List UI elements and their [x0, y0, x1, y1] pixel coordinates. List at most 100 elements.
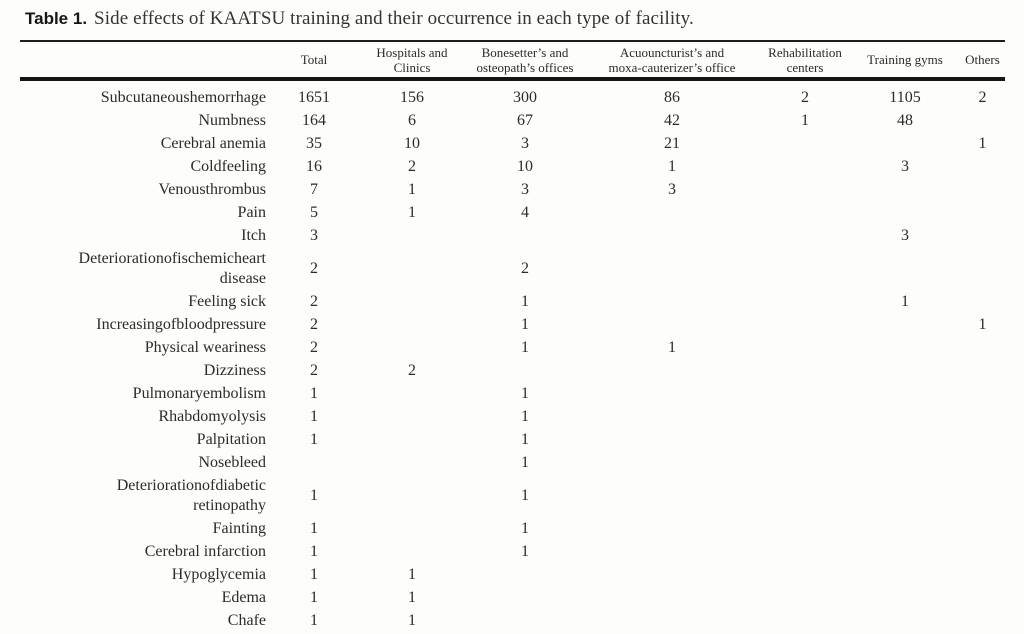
table-row: Pulmonaryembolism 1 1 — [20, 382, 1005, 405]
cell-bonesetter-osteopath: 300 — [513, 88, 537, 106]
cell-hospitals-clinics — [358, 428, 466, 451]
row-label: Feeling sick — [188, 292, 266, 310]
cell-others — [960, 517, 1005, 540]
cell-total: 1 — [310, 588, 318, 606]
row-label: Itch — [241, 226, 266, 244]
table-row: Itch 3 3 — [20, 224, 1005, 247]
cell-acupuncturist-moxa: 86 — [664, 88, 680, 106]
cell-total: 2 — [310, 361, 318, 379]
row-label: Cerebral anemia — [160, 134, 266, 152]
cell-acupuncturist-moxa: 42 — [664, 111, 680, 129]
table-row: Coldfeeling 16 2 10 1 3 — [20, 155, 1005, 178]
cell-acupuncturist-moxa — [584, 247, 760, 290]
cell-acupuncturist-moxa — [584, 382, 760, 405]
cell-acupuncturist-moxa — [584, 563, 760, 586]
row-label: Nosebleed — [198, 453, 266, 471]
row-label: Hypoglycemia — [171, 565, 266, 583]
cell-bonesetter-osteopath: 1 — [521, 384, 529, 402]
cell-acupuncturist-moxa — [584, 540, 760, 563]
row-label: Increasingofbloodpressure — [96, 315, 266, 333]
table-row: Feeling sick 2 1 1 — [20, 290, 1005, 313]
cell-others — [960, 474, 1005, 517]
cell-training-gyms: 1105 — [889, 88, 921, 106]
cell-others: 1 — [978, 134, 987, 152]
cell-hospitals-clinics: 1 — [408, 565, 416, 583]
cell-training-gyms — [850, 336, 960, 359]
cell-total: 5 — [310, 203, 318, 221]
cell-bonesetter-osteopath: 10 — [517, 157, 533, 175]
cell-total: 164 — [302, 111, 326, 129]
cell-acupuncturist-moxa — [584, 359, 760, 382]
cell-bonesetter-osteopath: 1 — [521, 486, 529, 504]
cell-acupuncturist-moxa: 21 — [664, 134, 680, 152]
column-header-training-gyms: Training gyms — [867, 52, 943, 67]
cell-total: 1 — [310, 542, 318, 560]
table-row: Fainting 1 1 — [20, 517, 1005, 540]
cell-bonesetter-osteopath: 4 — [521, 203, 529, 221]
cell-hospitals-clinics — [358, 451, 466, 474]
cell-others — [960, 109, 1005, 132]
table-header: Total Hospitals and Clinics Bonesetter’s … — [20, 41, 1005, 79]
cell-total — [270, 451, 358, 474]
table-row: Nosebleed 1 — [20, 451, 1005, 474]
cell-training-gyms — [850, 359, 960, 382]
cell-training-gyms — [850, 247, 960, 290]
cell-training-gyms — [850, 201, 960, 224]
cell-training-gyms: 3 — [901, 226, 909, 244]
cell-total: 1 — [310, 407, 318, 425]
cell-training-gyms — [850, 382, 960, 405]
table-row: Hypoglycemia 1 1 — [20, 563, 1005, 586]
cell-rehabilitation-centers — [760, 428, 850, 451]
cell-total: 3 — [310, 226, 318, 244]
cell-training-gyms — [850, 178, 960, 201]
row-label: Pain — [237, 203, 266, 221]
row-label: Edema — [221, 588, 266, 606]
column-header-hospitals-clinics: Hospitals and Clinics — [376, 44, 448, 75]
cell-hospitals-clinics — [358, 474, 466, 517]
table-row: Pain 5 1 4 — [20, 201, 1005, 224]
cell-acupuncturist-moxa — [584, 428, 760, 451]
cell-training-gyms: 3 — [901, 157, 909, 175]
cell-training-gyms — [850, 405, 960, 428]
table-row: Increasingofbloodpressure 2 1 1 — [20, 313, 1005, 336]
table-caption-label: Table 1. — [25, 9, 88, 28]
cell-total: 1 — [310, 430, 318, 448]
cell-acupuncturist-moxa: 3 — [668, 180, 676, 198]
cell-others — [960, 540, 1005, 563]
table-caption: Table 1. Side effects of KAATSU training … — [20, 6, 1005, 32]
cell-others — [960, 336, 1005, 359]
cell-training-gyms — [850, 586, 960, 609]
header-row: Total Hospitals and Clinics Bonesetter’s … — [20, 41, 1005, 79]
cell-rehabilitation-centers — [760, 405, 850, 428]
cell-rehabilitation-centers — [760, 224, 850, 247]
column-header-side-effect — [20, 41, 270, 79]
row-label: Deteriorationofdiabetic retinopathy — [116, 476, 266, 514]
cell-rehabilitation-centers — [760, 540, 850, 563]
cell-total: 1 — [310, 519, 318, 537]
cell-training-gyms — [850, 609, 960, 632]
cell-others — [960, 609, 1005, 632]
table-row: Deteriorationofdiabetic retinopathy 1 1 — [20, 474, 1005, 517]
cell-hospitals-clinics — [358, 247, 466, 290]
cell-bonesetter-osteopath: 1 — [521, 315, 529, 333]
cell-acupuncturist-moxa — [584, 201, 760, 224]
cell-total: 2 — [310, 315, 318, 333]
row-label: Subcutaneoushemorrhage — [100, 88, 266, 106]
cell-acupuncturist-moxa — [584, 586, 760, 609]
cell-rehabilitation-centers — [760, 132, 850, 155]
cell-rehabilitation-centers — [760, 563, 850, 586]
row-label: Venousthrombus — [158, 180, 266, 198]
column-header-acupuncturist-moxa: Acuouncturist’s and moxa-cauterizer’s off… — [608, 44, 736, 75]
cell-acupuncturist-moxa: 1 — [668, 157, 676, 175]
table-row: Deteriorationofischemicheart disease 2 2 — [20, 247, 1005, 290]
row-label: Coldfeeling — [190, 157, 266, 175]
table-row: Rhabdomyolysis 1 1 — [20, 405, 1005, 428]
cell-total: 1651 — [298, 88, 330, 106]
table-row: Physical weariness 2 1 1 — [20, 336, 1005, 359]
cell-others — [960, 428, 1005, 451]
row-label: Pulmonaryembolism — [132, 384, 266, 402]
cell-bonesetter-osteopath: 1 — [521, 292, 529, 310]
cell-total: 16 — [306, 157, 322, 175]
cell-bonesetter-osteopath: 1 — [521, 430, 529, 448]
